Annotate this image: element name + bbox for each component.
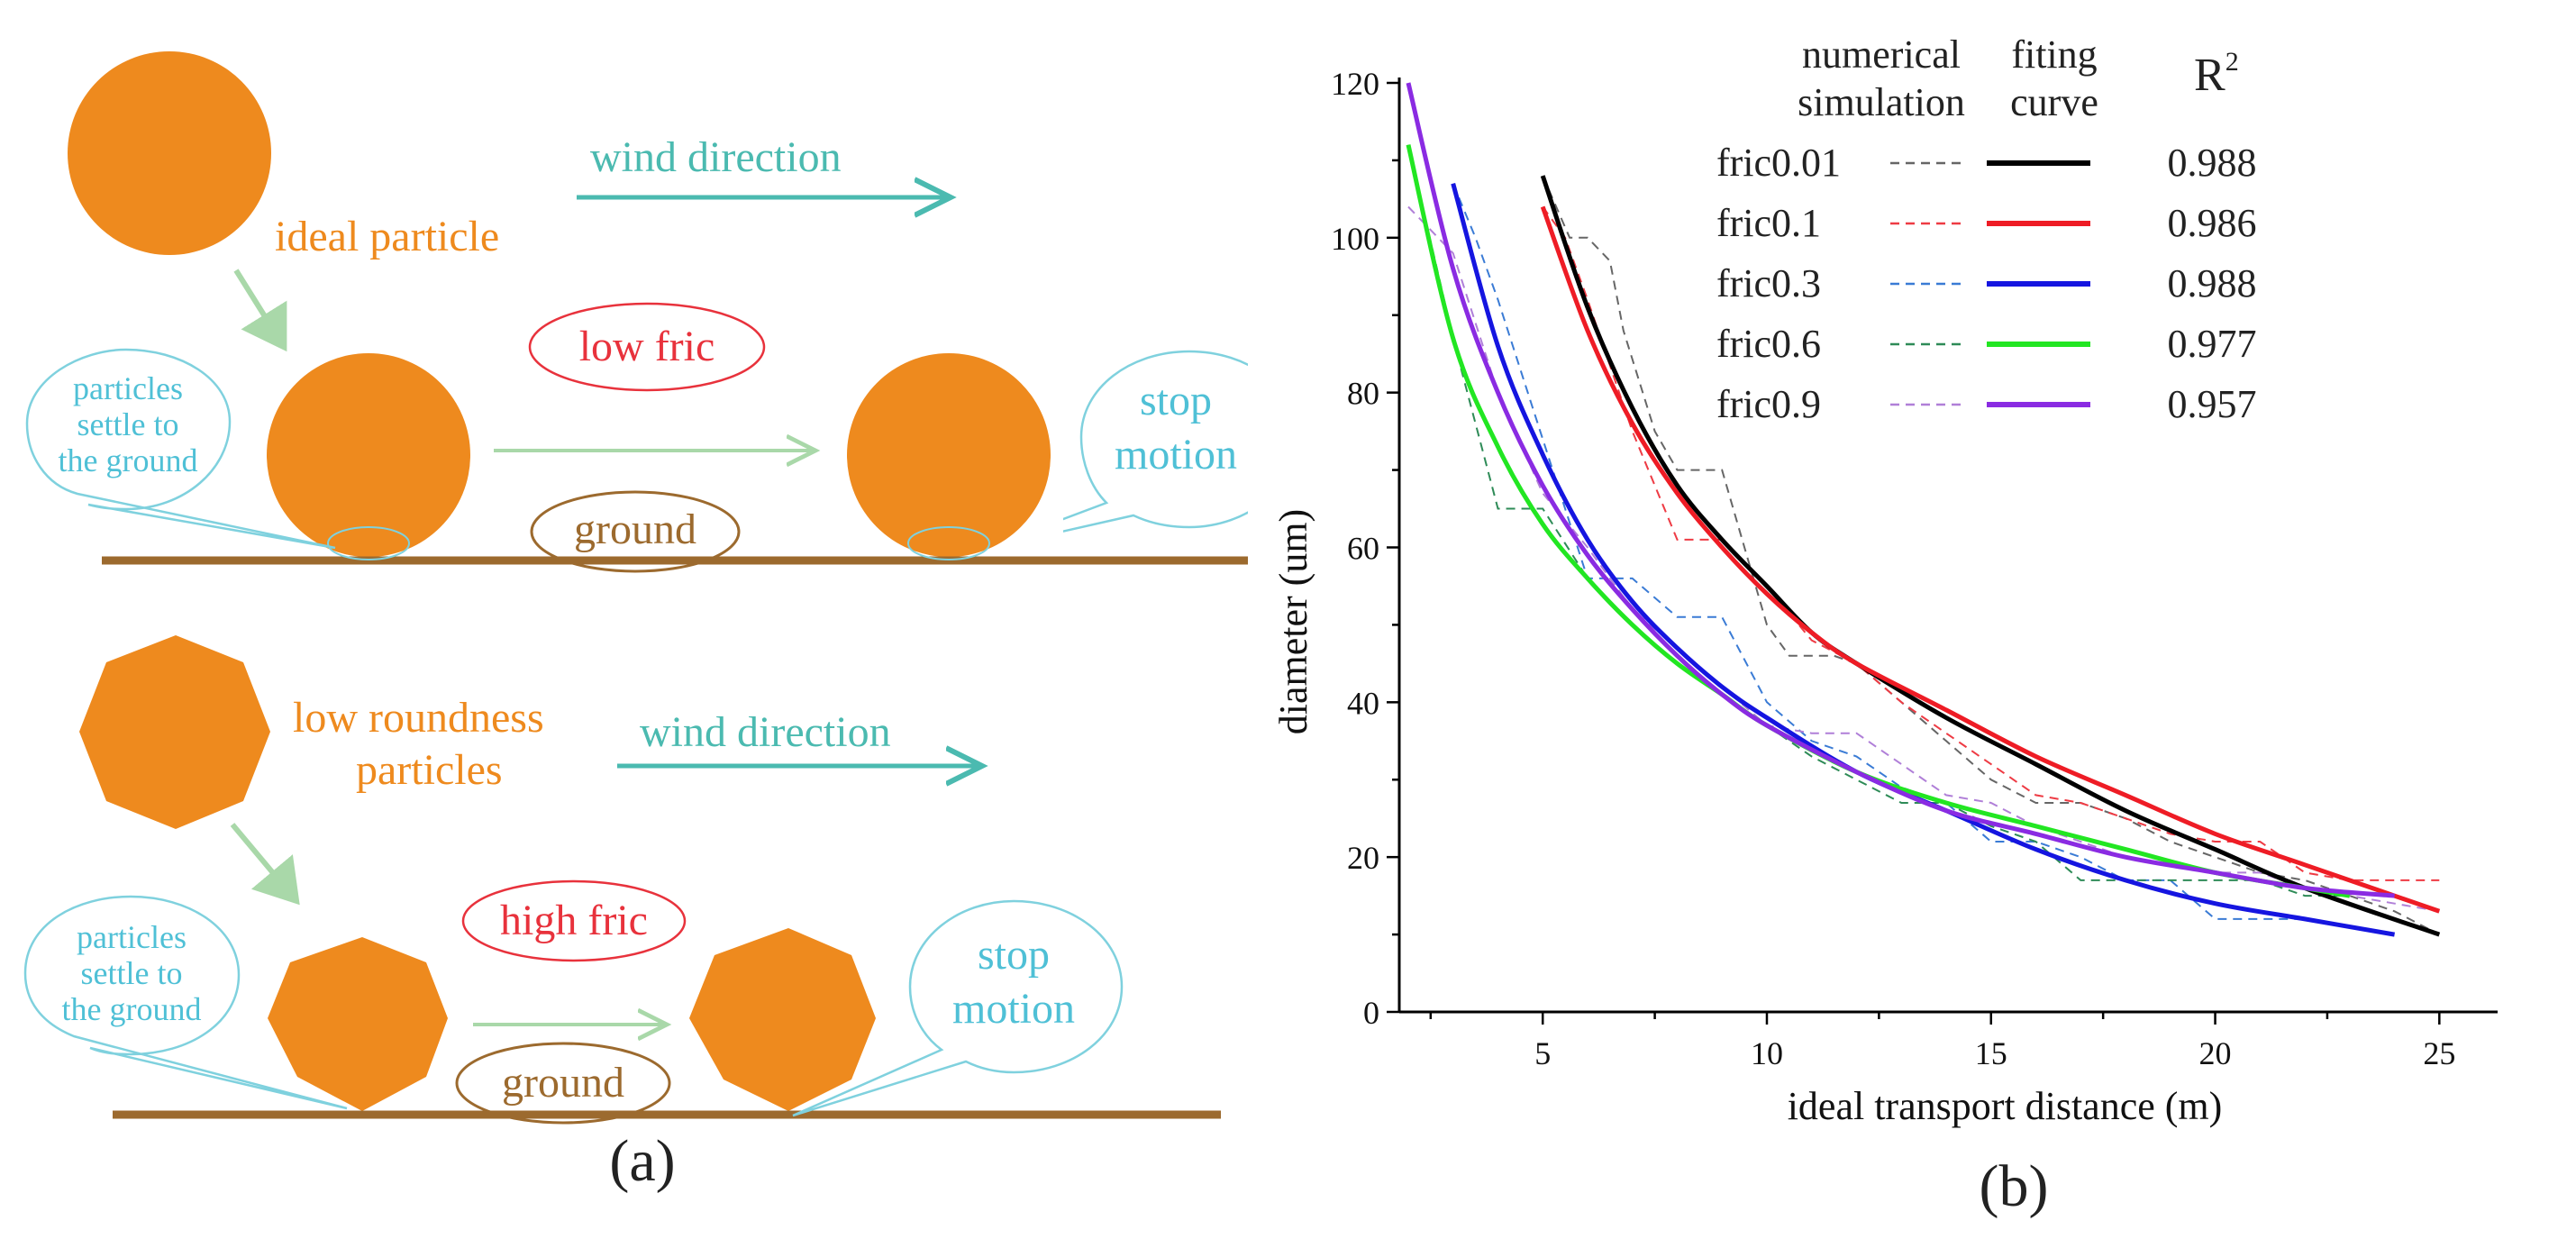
x-tick-label: 5 <box>1534 1035 1551 1071</box>
stop-text-line1: stop <box>978 931 1050 979</box>
settle-text-line2: settle to <box>81 955 183 991</box>
ground-oval <box>530 490 741 573</box>
y-tick-label: 0 <box>1363 995 1379 1031</box>
settle-text-line3: the ground <box>62 991 202 1027</box>
ideal-particle-label: ideal particle <box>275 213 499 260</box>
legend-header-r2: R2 <box>2194 47 2239 101</box>
series-line-fitting-fric0-3 <box>1451 183 2396 937</box>
y-tick-label: 20 <box>1347 840 1379 876</box>
x-tick-label: 10 <box>1751 1035 1783 1071</box>
x-tick-label: 15 <box>1975 1035 2007 1071</box>
x-tick-label: 20 <box>2199 1035 2232 1071</box>
legend-r2-fric0-1: 0.986 <box>2168 201 2257 245</box>
contact-ellipse <box>327 526 410 560</box>
wind-direction-label: wind direction <box>640 708 891 756</box>
y-tick-label: 80 <box>1347 376 1379 412</box>
y-tick-label: 60 <box>1347 531 1379 567</box>
legend-header-fitting-line2: curve <box>2010 80 2098 124</box>
settling-polygon-particle <box>268 937 448 1111</box>
legend-label-fric0-3: fric0.3 <box>1716 261 1821 305</box>
legend-label-fric0-6: fric0.6 <box>1716 322 1821 366</box>
stop-text-line2: motion <box>952 985 1075 1033</box>
r2-symbol: R <box>2194 50 2226 101</box>
wind-direction-label: wind direction <box>590 133 842 181</box>
contact-ellipse <box>907 526 990 560</box>
y-tick-label: 40 <box>1347 685 1379 721</box>
low-roundness-particle <box>79 635 270 829</box>
legend-r2-fric0-9: 0.957 <box>2168 382 2257 426</box>
ground-label: ground <box>502 1059 624 1107</box>
stop-bubble: stop motion <box>792 899 1124 1117</box>
y-tick-label: 100 <box>1331 221 1379 257</box>
settling-particle-circle <box>267 353 470 557</box>
x-tick-label: 25 <box>2423 1035 2455 1071</box>
settle-bubble: particles settle to the ground <box>23 895 348 1110</box>
series-line-fitting-fric0-9 <box>1406 82 2395 898</box>
fall-arrow <box>233 269 287 352</box>
ideal-particle-circle <box>68 51 271 255</box>
legend-label-fric0-01: fric0.01 <box>1716 141 1841 185</box>
panel-b-label: (b) <box>1980 1153 2049 1219</box>
stop-text-line2: motion <box>1115 431 1237 478</box>
low-roundness-label-line2: particles <box>356 746 503 794</box>
high-fric-oval <box>461 879 687 962</box>
y-tick-label: 120 <box>1331 66 1379 102</box>
series-line-simulation-fric0-6 <box>1407 144 2350 897</box>
legend-header-fitting-line1: fiting <box>2011 32 2097 77</box>
legend-label-fric0-1: fric0.1 <box>1716 201 1821 245</box>
chart-b: 5 10 15 20 25 0 20 40 60 80 100 120 ideal transport… <box>1271 32 2498 1219</box>
fitting-curve-series <box>1406 82 2441 937</box>
low-fric-oval <box>528 302 766 392</box>
ground-label: ground <box>574 506 696 553</box>
chart-axes <box>1397 77 2498 1014</box>
legend: fric0.01 0.988 fric0.1 0.986 fric0.3 0.988 fri… <box>1716 141 2257 426</box>
legend-header-numerical-line1: numerical <box>1802 32 1961 77</box>
chart-ticks: 5 10 15 20 25 0 20 40 60 80 100 120 <box>1331 66 2455 1071</box>
panel-a-bottom: low roundness particles wind direction h… <box>23 635 1221 1194</box>
settle-text-line1: particles <box>73 370 183 406</box>
settle-bubble: particles settle to the ground <box>25 348 336 550</box>
legend-header-numerical-line2: simulation <box>1798 80 1965 124</box>
series-line-fitting-fric0-01 <box>1540 175 2441 937</box>
series-line-fitting-fric0-1 <box>1540 205 2441 914</box>
high-fric-label: high fric <box>500 897 648 944</box>
stop-text-line1: stop <box>1140 377 1212 424</box>
low-fric-label: low fric <box>579 323 715 370</box>
legend-r2-fric0-01: 0.988 <box>2168 141 2257 185</box>
stopped-particle-circle <box>847 353 1051 557</box>
series-line-simulation-fric0-9 <box>1407 205 2440 913</box>
settle-text-line3: the ground <box>59 442 198 478</box>
low-roundness-label-line1: low roundness <box>293 694 544 742</box>
stop-bubble: stop motion <box>1063 350 1248 533</box>
legend-label-fric0-9: fric0.9 <box>1716 382 1821 426</box>
legend-r2-fric0-6: 0.977 <box>2168 322 2257 366</box>
settle-text-line1: particles <box>77 919 187 955</box>
settle-text-line2: settle to <box>77 406 179 442</box>
r2-superscript: 2 <box>2226 47 2239 77</box>
series-line-simulation-fric0-01 <box>1542 175 2440 935</box>
legend-r2-fric0-3: 0.988 <box>2168 261 2257 305</box>
panel-a-label: (a) <box>609 1128 675 1194</box>
y-axis-label: diameter (um) <box>1271 509 1315 734</box>
fall-arrow <box>230 823 300 906</box>
x-axis-label: ideal transport distance (m) <box>1788 1084 2223 1128</box>
panel-a-top: ideal particle wind direction low fric g… <box>25 51 1248 573</box>
ground-oval <box>455 1042 671 1125</box>
stopped-polygon-particle <box>689 928 876 1111</box>
